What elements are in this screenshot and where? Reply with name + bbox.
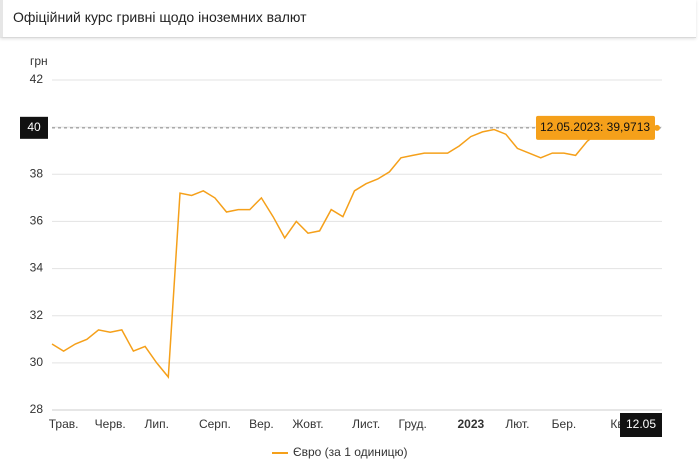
tooltip-box [536,115,655,140]
y-tick-label: 32 [30,308,44,322]
x-tick-label: Черв. [95,417,126,431]
legend-label: Євро (за 1 одиницю) [293,445,408,459]
hover-point [654,124,660,131]
header-title: Офіційний курс гривні щодо іноземних вал… [13,9,307,25]
x-tick-label: Серп. [199,417,231,431]
y-axis-label: грн [30,54,48,68]
x-tick-label: Трав. [49,417,79,431]
tooltip-text: 12.05.2023: 39,9713 [540,120,650,134]
x-tick-label: Лип. [145,417,169,431]
y-tick-label: 28 [30,402,44,416]
x-tick-label: Жовт. [292,417,323,431]
x-tick-label: Лист. [352,417,380,431]
y-tick-label: 34 [30,261,44,275]
crosshair-y-label: 40 [27,120,41,134]
header: Офіційний курс гривні щодо іноземних вал… [0,0,696,38]
crosshair-x-label: 12.05 [626,417,656,431]
crosshair-x-box [620,413,662,437]
x-tick-label: Бер. [552,417,577,431]
x-tick-label: Лют. [505,417,529,431]
crosshair-y-box [20,116,48,139]
x-tick-label: 2023 [457,417,484,431]
x-tick-label: Вер. [249,417,274,431]
x-tick-label: Груд. [399,417,427,431]
y-tick-label: 38 [30,166,44,180]
line-series [51,124,658,379]
y-tick-label: 42 [30,72,44,86]
y-tick-label: 36 [30,214,44,228]
y-tick-label: 30 [30,355,44,369]
